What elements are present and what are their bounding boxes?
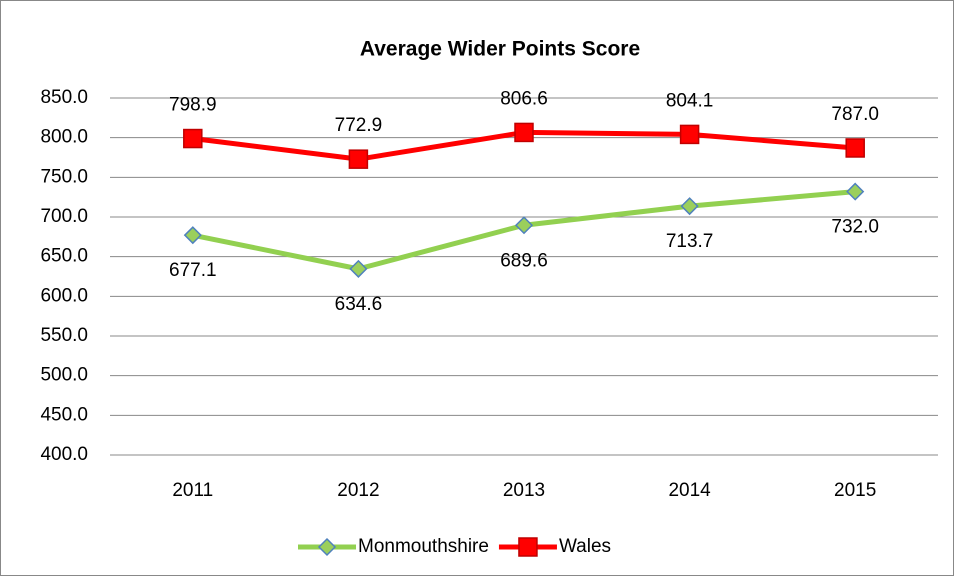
data-label: 689.6 — [500, 250, 548, 271]
y-tick-label: 450.0 — [40, 404, 88, 425]
data-label: 772.9 — [335, 115, 383, 136]
x-tick-label: 2015 — [834, 480, 876, 501]
marker — [349, 259, 368, 278]
y-tick-label: 600.0 — [40, 285, 88, 306]
x-tick-label: 2014 — [668, 480, 711, 501]
y-tick-label: 500.0 — [40, 365, 88, 386]
y-tick-label: 850.0 — [40, 87, 88, 108]
legend-label: Wales — [559, 536, 611, 557]
marker — [348, 149, 369, 169]
y-tick-label: 550.0 — [40, 325, 88, 346]
chart-title: Average Wider Points Score — [360, 38, 640, 61]
data-label: 804.1 — [666, 90, 714, 111]
marker — [680, 197, 699, 216]
x-tick-label: 2011 — [172, 480, 213, 501]
data-label: 798.9 — [169, 95, 217, 116]
x-tick-label: 2012 — [337, 480, 379, 501]
data-label: 732.0 — [831, 217, 879, 238]
marker — [514, 122, 534, 143]
marker — [845, 138, 865, 158]
legend-marker — [317, 537, 337, 557]
data-label: 677.1 — [169, 260, 217, 281]
legend-label: Monmouthshire — [358, 536, 489, 557]
y-tick-label: 650.0 — [40, 246, 88, 267]
y-tick-label: 750.0 — [40, 166, 88, 187]
y-tick-label: 700.0 — [40, 206, 88, 227]
marker — [514, 216, 534, 235]
data-label: 634.6 — [335, 294, 383, 315]
marker — [183, 128, 203, 149]
x-tick-label: 2013 — [503, 480, 545, 501]
legend-marker — [518, 537, 538, 557]
y-tick-label: 400.0 — [40, 444, 88, 465]
marker — [183, 226, 202, 245]
data-label: 713.7 — [666, 231, 714, 252]
data-label: 787.0 — [831, 104, 879, 125]
marker — [679, 124, 700, 145]
data-label: 806.6 — [500, 88, 548, 109]
y-tick-label: 800.0 — [40, 127, 88, 148]
marker — [846, 182, 865, 201]
